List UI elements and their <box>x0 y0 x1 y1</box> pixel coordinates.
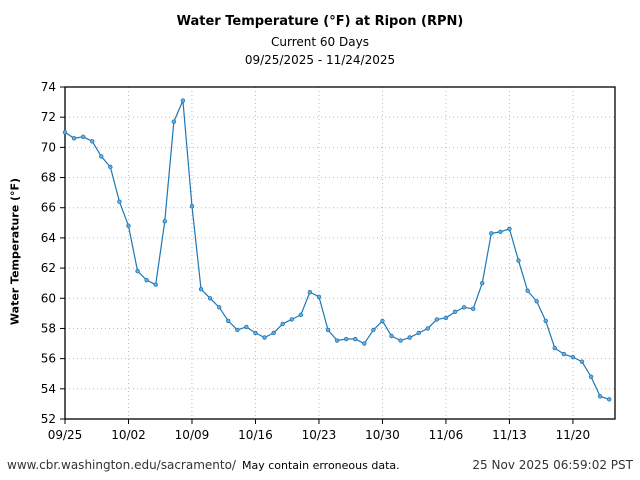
data-point <box>398 338 403 343</box>
data-point <box>588 374 594 379</box>
x-tick-label: 11/20 <box>556 428 591 442</box>
data-point <box>226 318 231 324</box>
x-tick-label: 10/30 <box>365 428 400 442</box>
data-point <box>117 199 122 204</box>
series-line <box>64 100 610 400</box>
data-point <box>498 229 503 235</box>
data-point <box>71 136 77 141</box>
data-point <box>597 394 603 399</box>
data-point <box>561 351 567 357</box>
data-point <box>443 315 449 321</box>
data-point <box>552 345 557 351</box>
data-point <box>425 326 430 331</box>
x-tick-label: 11/13 <box>492 428 527 442</box>
data-point <box>325 327 331 333</box>
data-point <box>579 359 585 364</box>
data-point <box>534 299 539 304</box>
footer-disclaimer: May contain erroneous data. <box>242 459 400 472</box>
data-point <box>62 130 68 135</box>
data-point <box>80 134 86 139</box>
plot-frame <box>64 86 616 420</box>
data-point <box>489 231 494 236</box>
data-point <box>461 305 467 310</box>
y-tick-label: 74 <box>41 80 56 94</box>
data-point <box>307 290 313 295</box>
data-point <box>153 282 158 287</box>
data-point <box>216 305 222 310</box>
data-point <box>452 309 458 315</box>
data-point <box>470 306 476 312</box>
data-point <box>516 258 521 263</box>
data-point <box>434 317 440 322</box>
data-point <box>189 204 195 209</box>
chart-title: Water Temperature (°F) at Ripon (RPN) <box>176 14 464 29</box>
data-point <box>371 327 376 333</box>
data-point <box>362 341 367 346</box>
data-point <box>244 324 249 330</box>
data-point <box>207 296 213 301</box>
data-point <box>334 338 340 343</box>
data-point <box>570 354 576 360</box>
x-tick-label: 10/16 <box>238 428 273 442</box>
x-tick-label: 09/25 <box>48 428 83 442</box>
data-point <box>162 219 167 224</box>
y-tick-label: 60 <box>41 291 56 305</box>
data-point <box>525 288 530 293</box>
x-tick-label: 10/02 <box>111 428 146 442</box>
data-point <box>543 318 548 324</box>
y-tick-label: 62 <box>41 261 56 275</box>
y-tick-label: 72 <box>41 110 56 124</box>
y-tick-label: 54 <box>41 382 56 396</box>
data-point <box>99 154 104 159</box>
data-point <box>480 280 485 286</box>
data-point <box>416 330 421 336</box>
data-point <box>90 139 95 144</box>
data-point <box>343 336 349 342</box>
data-point <box>289 317 294 322</box>
data-point <box>253 330 258 336</box>
y-tick-label: 64 <box>41 231 56 245</box>
data-point <box>507 226 512 232</box>
data-point <box>135 268 140 274</box>
data-point <box>353 336 358 342</box>
data-point <box>389 333 394 339</box>
data-point <box>607 397 612 402</box>
data-point <box>316 294 322 299</box>
x-tick-label: 10/09 <box>175 428 210 442</box>
data-point <box>235 327 240 333</box>
data-point <box>271 330 276 336</box>
y-tick-label: 70 <box>41 140 56 154</box>
footer-url-link[interactable]: www.cbr.washington.edu/sacramento/ <box>7 458 236 472</box>
x-tick-label: 11/06 <box>429 428 464 442</box>
footer-timestamp: 25 Nov 2025 06:59:02 PST <box>472 458 633 472</box>
y-tick-label: 56 <box>41 352 56 366</box>
data-point <box>144 277 149 283</box>
y-tick-label: 68 <box>41 171 56 185</box>
data-point <box>108 164 113 170</box>
data-point <box>380 318 385 324</box>
y-tick-label: 52 <box>41 412 56 426</box>
data-point <box>280 321 285 327</box>
data-point <box>198 287 204 292</box>
data-point <box>407 335 412 340</box>
data-point <box>126 223 131 229</box>
x-tick-label: 10/23 <box>302 428 337 442</box>
data-point <box>171 119 177 124</box>
data-point <box>262 335 267 340</box>
data-point <box>298 312 304 318</box>
chart-subtitle-range: 09/25/2025 - 11/24/2025 <box>244 53 396 67</box>
y-tick-label: 66 <box>41 201 56 215</box>
chart-subtitle-period: Current 60 Days <box>271 35 369 49</box>
y-tick-label: 58 <box>41 321 56 335</box>
data-point <box>180 98 186 103</box>
